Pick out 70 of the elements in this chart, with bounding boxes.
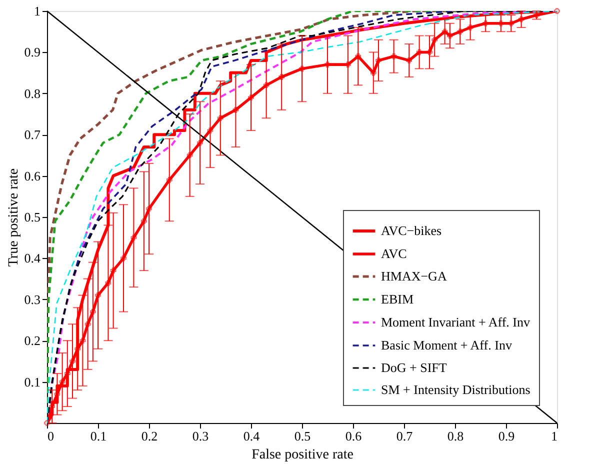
point: [59, 378, 66, 385]
point: [105, 280, 112, 286]
point: [457, 28, 463, 34]
point: [207, 128, 214, 134]
legend-label: AVC−bikes: [381, 223, 442, 238]
y-tick-label: 0.4: [24, 250, 41, 266]
point: [84, 321, 91, 328]
point: [120, 255, 126, 262]
point: [355, 53, 361, 60]
point: [54, 391, 60, 398]
point: [370, 70, 376, 76]
point: [432, 36, 438, 43]
point: [44, 420, 50, 426]
point: [218, 115, 224, 122]
x-tick-label: 0.3: [192, 428, 209, 444]
legend-label: DoG + SIFT: [381, 360, 447, 375]
x-tick-label: 0.4: [243, 428, 260, 444]
point: [416, 49, 422, 56]
point: [554, 8, 560, 14]
point: [390, 53, 397, 60]
y-tick-label: 0.7: [24, 127, 41, 142]
point: [299, 66, 305, 72]
point: [90, 308, 96, 315]
x-tick-label: 0: [48, 428, 54, 444]
x-tick-label: 0.7: [396, 428, 414, 444]
point: [376, 58, 382, 64]
x-tick-label: 0.6: [345, 428, 362, 444]
point: [447, 32, 453, 39]
legend-label: Basic Moment + Aff. Inv: [381, 338, 512, 352]
point: [95, 292, 101, 298]
y-axis-title: True positive rate: [6, 168, 22, 267]
point: [146, 206, 152, 212]
y-tick-label: 1: [34, 4, 40, 18]
point: [248, 94, 254, 100]
y-tick-label: 0.2: [24, 333, 40, 348]
y-tick-label: 0.8: [24, 86, 40, 101]
y-tick-label: 0.3: [24, 292, 40, 307]
y-tick-label: 0.6: [24, 168, 41, 184]
y-tick-label: 0.9: [24, 44, 40, 60]
y-tick-label: 0.1: [24, 374, 40, 390]
x-tick-label: 0.9: [498, 428, 515, 444]
point: [263, 82, 270, 88]
x-tick-label: 1: [551, 428, 558, 444]
point: [278, 74, 284, 80]
point: [130, 234, 137, 240]
point: [110, 268, 116, 274]
point: [70, 358, 76, 364]
point: [197, 140, 203, 146]
point: [80, 338, 86, 344]
point: [232, 106, 239, 113]
point: [426, 49, 432, 56]
point: [166, 177, 172, 183]
point: [467, 24, 474, 30]
legend-label: EBIM: [381, 292, 414, 306]
point: [345, 62, 351, 68]
point: [518, 16, 524, 22]
legend-label: AVC: [381, 246, 407, 261]
legend-label: HMAX−GA: [381, 268, 448, 284]
x-axis-title: False positive rate: [252, 448, 354, 462]
point: [186, 152, 193, 158]
legend-label: Moment Invariant + Aff. Inv: [381, 314, 530, 330]
x-tick-label: 0.5: [294, 428, 311, 444]
legend-label: SM + Intensity Distributions: [381, 382, 530, 397]
x-tick-label: 0.8: [447, 428, 464, 444]
y-tick-label: 0.5: [24, 210, 40, 224]
point: [406, 58, 412, 64]
x-tick-label: 0.1: [90, 428, 107, 444]
point: [141, 218, 147, 224]
x-tick-label: 0.2: [141, 428, 158, 444]
point: [442, 28, 448, 34]
